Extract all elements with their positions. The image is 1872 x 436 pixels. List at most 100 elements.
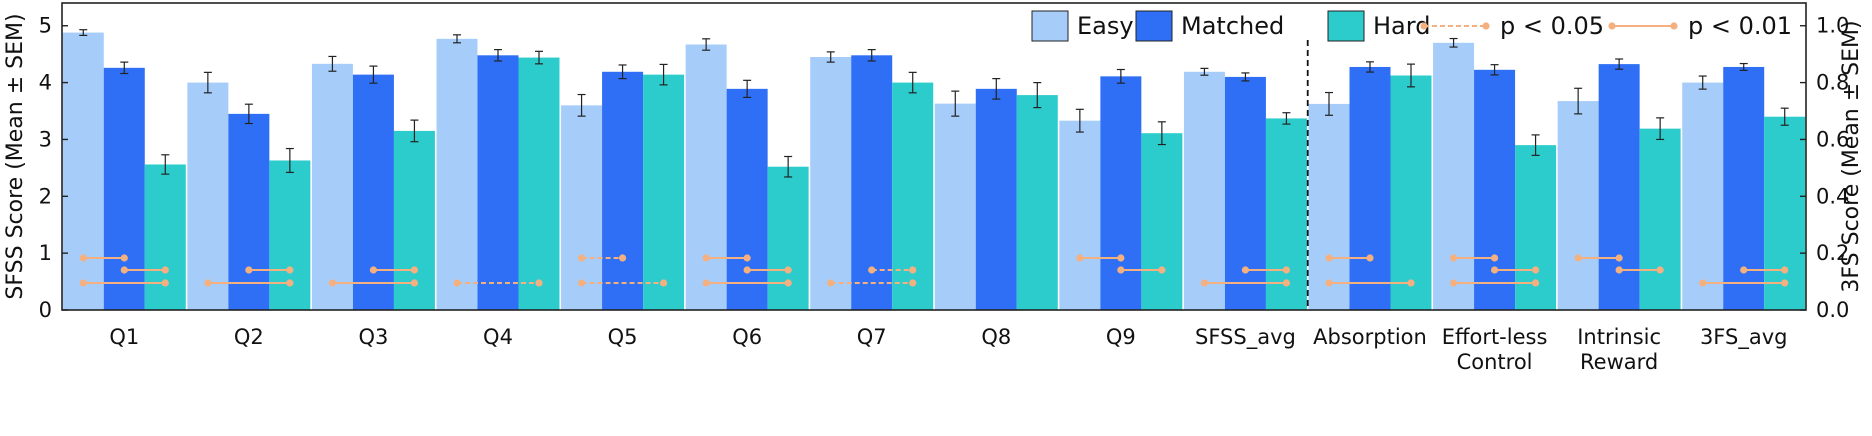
sig-dot-3fs-avg-matched-hard-end <box>1781 266 1789 274</box>
bar-q3-matched <box>352 74 394 310</box>
bars-layer <box>62 32 1806 311</box>
legend-label-matched: Matched <box>1181 12 1284 40</box>
sig-dot-q6-easy-matched-start <box>702 254 710 262</box>
sig-dot-q9-matched-hard-start <box>1117 266 1125 274</box>
sig-dot-q2-easy-hard-start <box>204 279 212 287</box>
sig-dot-q9-matched-hard-end <box>1158 266 1166 274</box>
sig-dot-3fs-avg-easy-hard-start <box>1699 279 1707 287</box>
legend-label-easy: Easy <box>1077 12 1134 40</box>
sig-dot-absorption-easy-matched-start <box>1325 254 1333 262</box>
sig-dot-q6-easy-hard-end <box>784 279 792 287</box>
sig-dot-absorption-easy-hard-start <box>1325 279 1333 287</box>
bar-q3-easy <box>311 63 353 310</box>
sig-dot-q9-easy-matched-end <box>1117 254 1125 262</box>
sig-dot-q5-easy-matched-start <box>577 254 586 262</box>
right-axis-ticks: 0.0 0.2 0.4 0.6 0.8 1.0 <box>1800 14 1849 322</box>
sig-dot-sfss-avg-matched-hard-start <box>1241 266 1250 274</box>
bar-q4-matched <box>477 55 519 310</box>
error-bars-layer <box>79 29 1789 178</box>
category-label-effort-less-control-line-2: Control <box>1457 350 1533 374</box>
sig-dot-q6-matched-hard-end <box>784 266 792 274</box>
legend-sig-label-p-0-01: p < 0.01 <box>1688 12 1792 40</box>
bar-q9-hard <box>1141 133 1183 310</box>
category-label-q1: Q1 <box>109 325 139 349</box>
bar-q2-matched <box>228 113 270 310</box>
left-tick-label-4: 4 <box>39 71 52 95</box>
bar-q2-hard <box>269 160 311 310</box>
category-label-q9: Q9 <box>1106 325 1136 349</box>
sig-dot-q3-matched-hard-start <box>369 266 378 274</box>
bar-intrinsic-reward-hard <box>1639 128 1681 310</box>
sig-dot-sfss-avg-easy-hard-start <box>1200 279 1209 287</box>
bar-3fs-avg-easy <box>1682 82 1724 310</box>
left-axis-ticks: 0 1 2 3 4 5 <box>39 14 68 322</box>
legend-swatch-matched <box>1135 10 1173 42</box>
category-label-q4: Q4 <box>483 325 513 349</box>
sig-dot-3fs-avg-easy-hard-end <box>1781 279 1789 287</box>
sig-dot-absorption-easy-matched-end <box>1366 254 1374 262</box>
left-tick-label-0: 0 <box>39 298 52 322</box>
sig-dot-q2-matched-hard-end <box>286 266 294 274</box>
sig-dot-effort-less-control-easy-matched-end <box>1490 254 1499 262</box>
sig-dot-q1-matched-hard-end <box>161 266 169 274</box>
sig-dot-q1-easy-hard-start <box>79 279 87 287</box>
right-tick-label-0-8: 0.8 <box>1816 71 1849 95</box>
right-tick-label-1-0: 1.0 <box>1816 14 1849 38</box>
bar-q5-hard <box>643 74 685 310</box>
legend-sig-dot-end-p-0-05 <box>1482 22 1490 30</box>
legend-sig-dot-start-p-0-01 <box>1608 22 1616 30</box>
category-label-intrinsic-reward-line-1: Intrinsic <box>1577 325 1661 349</box>
sig-dot-q5-easy-hard-end <box>659 279 668 287</box>
sig-dot-effort-less-control-easy-hard-start <box>1449 279 1458 287</box>
sig-dot-q3-easy-hard-end <box>410 279 419 287</box>
legend: Easy Matched Hard p < 0.05 p < 0.01 <box>1031 10 1792 42</box>
category-label-sfss-avg: SFSS_avg <box>1195 325 1296 350</box>
legend-swatch-hard <box>1327 10 1365 42</box>
category-label-q7: Q7 <box>857 325 887 349</box>
sig-dot-q5-easy-matched-end <box>618 254 627 262</box>
bar-q8-easy <box>934 103 976 310</box>
bar-absorption-hard <box>1390 75 1432 310</box>
sig-dot-q3-easy-hard-start <box>328 279 337 287</box>
sig-dot-sfss-avg-easy-hard-end <box>1282 279 1291 287</box>
sig-dot-q7-easy-hard-start <box>827 279 835 287</box>
legend-swatch-easy <box>1031 10 1069 42</box>
sig-dot-effort-less-control-easy-matched-start <box>1449 254 1458 262</box>
sig-dot-effort-less-control-easy-hard-end <box>1531 279 1540 287</box>
bar-q8-matched <box>975 88 1017 310</box>
sig-dot-q3-matched-hard-end <box>410 266 419 274</box>
sig-dot-q9-easy-matched-start <box>1076 254 1084 262</box>
bar-q1-easy <box>62 32 104 311</box>
bar-absorption-easy <box>1308 103 1350 310</box>
category-label-q6: Q6 <box>732 325 762 349</box>
bar-q6-matched <box>726 88 768 310</box>
bar-q7-easy <box>810 57 852 310</box>
right-tick-label-0-0: 0.0 <box>1816 298 1849 322</box>
sig-dot-q7-matched-hard-end <box>909 266 917 274</box>
bar-q5-easy <box>561 105 603 310</box>
left-tick-label-3: 3 <box>39 127 52 151</box>
sig-dot-q4-easy-hard-end <box>535 279 543 287</box>
bar-sfss-avg-easy <box>1183 71 1225 310</box>
sig-dot-intrinsic-reward-matched-hard-start <box>1615 266 1623 274</box>
significance-layer <box>79 254 1789 287</box>
bar-q8-hard <box>1016 95 1058 310</box>
category-label-q3: Q3 <box>358 325 388 349</box>
sig-dot-q1-easy-hard-end <box>161 279 169 287</box>
sig-dot-intrinsic-reward-easy-matched-end <box>1615 254 1623 262</box>
sig-dot-3fs-avg-matched-hard-start <box>1740 266 1748 274</box>
sig-dot-q4-easy-hard-start <box>453 279 461 287</box>
bar-3fs-avg-hard <box>1764 116 1806 310</box>
category-label-intrinsic-reward-line-2: Reward <box>1580 350 1658 374</box>
bar-q4-easy <box>436 38 478 311</box>
sig-dot-sfss-avg-matched-hard-end <box>1282 266 1291 274</box>
category-label-q8: Q8 <box>981 325 1011 349</box>
sig-dot-q6-matched-hard-start <box>743 266 751 274</box>
sig-dot-intrinsic-reward-easy-matched-start <box>1574 254 1582 262</box>
left-tick-label-5: 5 <box>39 14 52 38</box>
sig-dot-absorption-easy-hard-end <box>1407 279 1415 287</box>
bar-q6-hard <box>767 166 809 310</box>
sig-dot-q5-easy-hard-start <box>577 279 586 287</box>
bar-q1-matched <box>103 67 145 310</box>
sig-dot-intrinsic-reward-matched-hard-end <box>1656 266 1664 274</box>
